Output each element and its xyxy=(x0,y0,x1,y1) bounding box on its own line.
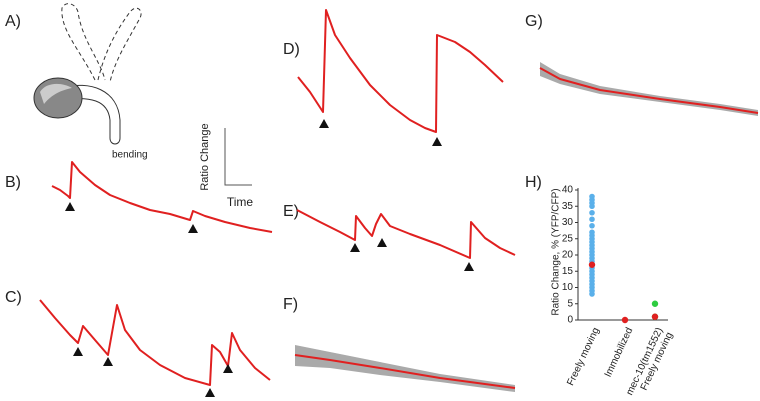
y-tick-label: 40 xyxy=(562,185,574,196)
point xyxy=(589,203,595,210)
error-band xyxy=(295,345,515,392)
point xyxy=(589,216,595,223)
y-tick-label: 25 xyxy=(562,233,574,244)
y-tick-label: 30 xyxy=(562,217,574,228)
point xyxy=(621,316,629,324)
y-tick-label: 5 xyxy=(567,298,573,309)
trace xyxy=(294,354,516,389)
annotation: bending xyxy=(112,150,148,161)
trace xyxy=(539,67,759,114)
y-tick-label: 10 xyxy=(562,282,574,293)
point xyxy=(651,300,659,307)
panel-label: G) xyxy=(525,13,543,30)
trace xyxy=(296,209,516,259)
panel-label: H) xyxy=(525,174,542,191)
y-axis-label: Ratio Change, % (YFP/CFP) xyxy=(551,188,562,315)
point xyxy=(589,222,595,229)
panel-label: E) xyxy=(283,203,299,220)
y-tick-label: 20 xyxy=(562,250,574,261)
trace xyxy=(51,161,273,233)
scale-label: Time xyxy=(227,195,254,209)
y-tick-label: 0 xyxy=(567,315,573,326)
y-tick-label: 15 xyxy=(562,266,574,277)
point xyxy=(651,313,659,320)
panel-label: F) xyxy=(283,296,298,313)
point xyxy=(588,261,596,268)
stimulus-markers xyxy=(65,119,474,397)
worm-diagram xyxy=(33,3,142,145)
error-band xyxy=(540,62,758,116)
scale-bar xyxy=(224,128,252,186)
point xyxy=(589,209,595,216)
panel-label: A) xyxy=(5,13,21,30)
trace xyxy=(39,299,271,386)
point xyxy=(589,291,595,297)
panel-label: C) xyxy=(5,289,22,306)
scale-label: Ratio Change xyxy=(199,123,211,190)
trace xyxy=(297,9,504,133)
y-tick-label: 35 xyxy=(562,201,574,212)
panel-label: D) xyxy=(283,41,300,58)
panel-label: B) xyxy=(5,174,21,191)
